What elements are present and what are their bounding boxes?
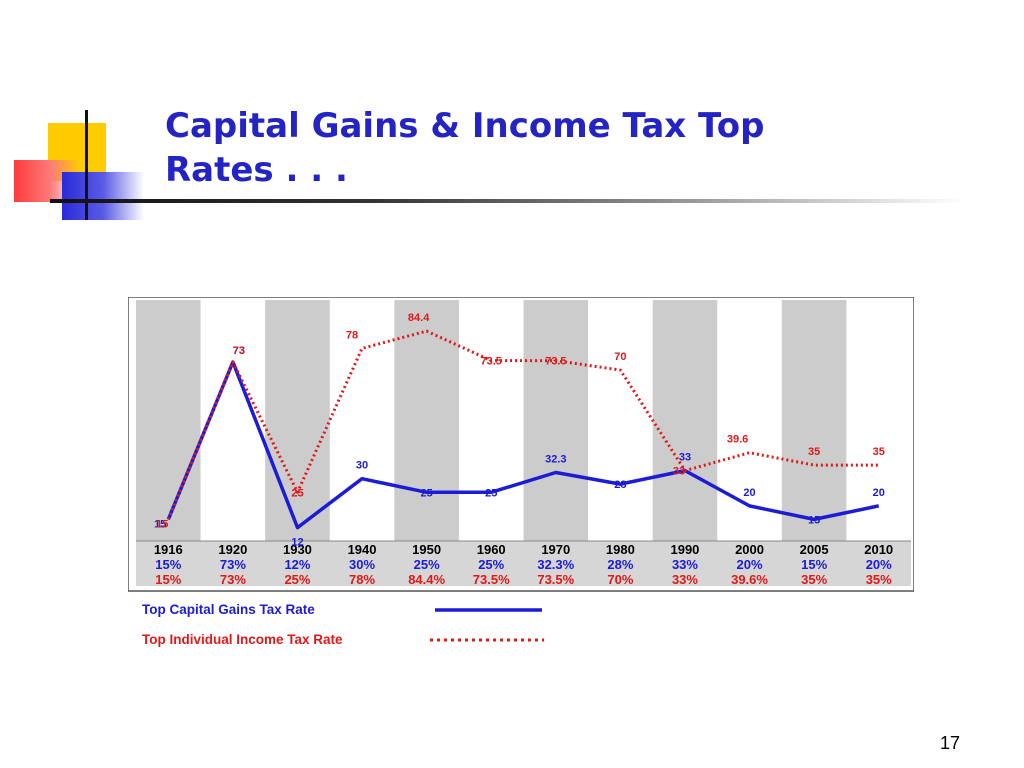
income-table-value: 15% xyxy=(155,572,181,587)
year-tick-label: 1930 xyxy=(283,542,312,557)
tax-rate-chart: 1916 1920 1930 1940 1950 1960 1970 1980 1990 2000… xyxy=(128,297,914,647)
year-tick-label: 1990 xyxy=(670,542,699,557)
income-point-label: 25 xyxy=(291,487,303,499)
column-stripe xyxy=(394,300,459,541)
year-tick-label: 2010 xyxy=(864,542,893,557)
page-number: 17 xyxy=(939,733,961,753)
year-tick-label: 2000 xyxy=(735,542,764,557)
year-tick-label: 1950 xyxy=(412,542,441,557)
income-point-label: 73.5 xyxy=(545,356,566,368)
income-table-value: 73.5% xyxy=(473,572,510,587)
capital-gains-table-value: 15% xyxy=(801,557,827,572)
income-point-label: 70 xyxy=(614,351,626,363)
capital-gains-point-label: 15 xyxy=(154,518,166,530)
year-tick-label: 1980 xyxy=(606,542,635,557)
income-table-value: 35% xyxy=(866,572,892,587)
income-table-value: 70% xyxy=(607,572,633,587)
capital-gains-table-value: 25% xyxy=(414,557,440,572)
capital-gains-point-label: 30 xyxy=(356,460,368,472)
capital-gains-table-value: 15% xyxy=(155,557,181,572)
capital-gains-table-value: 20% xyxy=(737,557,763,572)
capital-gains-table-value: 12% xyxy=(284,557,310,572)
capital-gains-point-label: 25 xyxy=(421,487,433,499)
year-tick-label: 2005 xyxy=(800,542,829,557)
capital-gains-table-value: 33% xyxy=(672,557,698,572)
capital-gains-table-value: 25% xyxy=(478,557,504,572)
decor-blue-square xyxy=(62,172,144,220)
capital-gains-point-label: 28 xyxy=(614,479,626,491)
column-stripe xyxy=(523,300,589,541)
income-line xyxy=(166,329,879,520)
capital-gains-table-value: 30% xyxy=(349,557,375,572)
income-point-label: 15 xyxy=(156,518,168,530)
income-point-label: 33 xyxy=(673,466,685,478)
year-tick-label: 1940 xyxy=(348,542,377,557)
capital-gains-table-value: 28% xyxy=(607,557,633,572)
income-point-label: 73 xyxy=(233,345,245,357)
capital-gains-point-label: 20 xyxy=(873,487,885,499)
year-tick-label: 1970 xyxy=(541,542,570,557)
income-table-value: 78% xyxy=(349,572,375,587)
income-point-label: 73.5 xyxy=(480,356,501,368)
income-point-label: 35 xyxy=(808,446,820,458)
income-point-label: 35 xyxy=(873,446,885,458)
income-point-label: 84.4 xyxy=(408,312,430,324)
income-table-value: 39.6% xyxy=(731,572,768,587)
capital-gains-point-label: 15 xyxy=(808,514,820,526)
column-stripe xyxy=(136,300,201,541)
capital-gains-table-value: 73% xyxy=(220,557,246,572)
income-table-value: 73% xyxy=(220,572,246,587)
legend-label: Top Individual Income Tax Rate xyxy=(142,632,343,647)
decor-title-rule xyxy=(50,199,965,203)
capital-gains-point-label: 25 xyxy=(485,487,497,499)
year-tick-label: 1920 xyxy=(218,542,247,557)
data-table-bg xyxy=(136,541,911,586)
column-stripe xyxy=(781,300,847,541)
slide-title: Capital Gains & Income Tax Top Rates . .… xyxy=(165,106,765,190)
year-tick-label: 1960 xyxy=(477,542,506,557)
income-table-value: 35% xyxy=(801,572,827,587)
capital-gains-point-label: 12 xyxy=(291,537,303,549)
capital-gains-point-label: 32.3 xyxy=(545,453,566,465)
year-tick-label: 1916 xyxy=(154,542,183,557)
income-point-label: 78 xyxy=(346,329,358,341)
capital-gains-table-value: 20% xyxy=(866,557,892,572)
income-table-value: 84.4% xyxy=(408,572,445,587)
decor-vertical-rule xyxy=(85,110,88,220)
column-stripe xyxy=(652,300,718,541)
capital-gains-point-label: 33 xyxy=(679,452,691,464)
capital-gains-table-value: 32.3% xyxy=(537,557,574,572)
income-point-label: 39.6 xyxy=(727,434,748,446)
capital-gains-point-label: 20 xyxy=(743,487,755,499)
income-table-value: 73.5% xyxy=(537,572,574,587)
capital-gains-line xyxy=(166,360,880,530)
income-table-value: 25% xyxy=(284,572,310,587)
income-table-value: 33% xyxy=(672,572,698,587)
legend-label: Top Capital Gains Tax Rate xyxy=(142,602,315,617)
capital-gains-point-label: 73 xyxy=(233,345,245,357)
column-stripe xyxy=(265,300,330,541)
